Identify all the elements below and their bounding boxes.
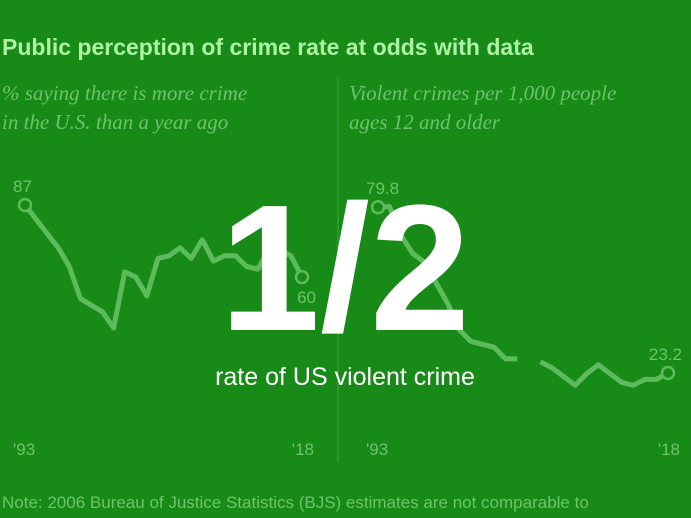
x-tick-label: '93: [366, 440, 388, 459]
overlay-number: 1/2: [220, 168, 470, 369]
end-point: [294, 269, 310, 285]
value-label: 60: [297, 288, 316, 307]
x-tick-label: '18: [292, 440, 314, 459]
end-point: [370, 199, 386, 215]
line: [23, 203, 305, 331]
x-tick-label: '93: [13, 440, 35, 459]
subtitle: in the U.S. than a year ago: [2, 110, 228, 134]
line: [377, 204, 670, 388]
overlay-caption: rate of US violent crime: [215, 363, 475, 391]
note: Note: 2006 Bureau of Justice Statistics …: [2, 493, 589, 512]
subtitle: % saying there is more crime: [2, 81, 247, 105]
end-point: [660, 365, 676, 381]
subtitle: Violent crimes per 1,000 people: [349, 81, 616, 105]
headline: Public perception of crime rate at odds …: [2, 34, 534, 60]
x-tick-label: '18: [658, 440, 680, 459]
subtitle: ages 12 and older: [349, 110, 501, 134]
value-label: 87: [13, 177, 32, 196]
end-point: [17, 197, 33, 213]
value-label: 23.2: [649, 345, 682, 364]
value-label: 79.8: [366, 179, 399, 198]
